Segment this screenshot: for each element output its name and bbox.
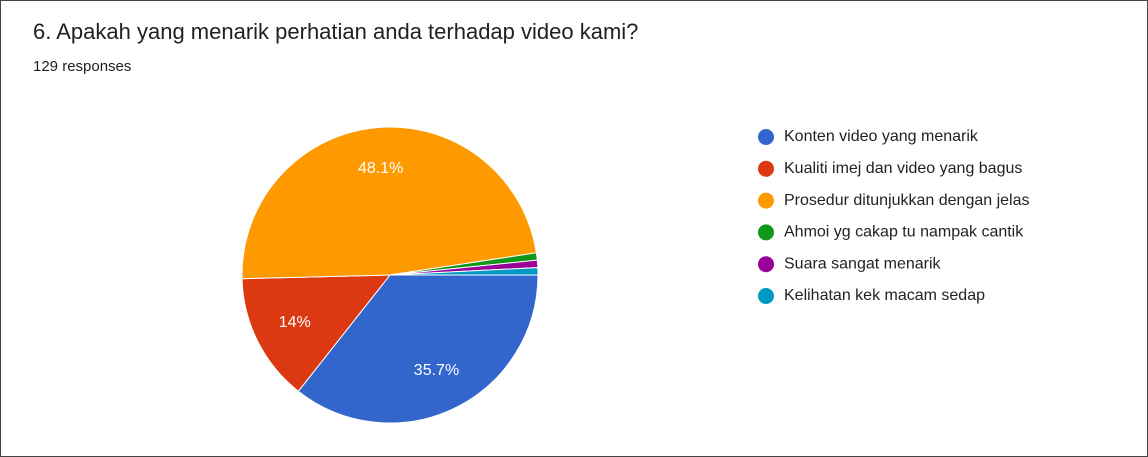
- legend-label: Prosedur ditunjukkan dengan jelas: [784, 192, 1030, 209]
- legend-label: Kualiti imej dan video yang bagus: [784, 160, 1022, 177]
- pie-slice: [297, 274, 539, 424]
- pie-slice: [389, 267, 539, 276]
- chart-subtitle: 129 responses: [33, 58, 131, 75]
- chart-title: 6. Apakah yang menarik perhatian anda te…: [33, 19, 638, 44]
- slice-label: 35.7%: [414, 362, 459, 379]
- slice-label: 14%: [279, 314, 311, 331]
- legend-swatch: [758, 160, 774, 177]
- legend-swatch: [758, 256, 774, 273]
- legend-swatch: [758, 288, 774, 304]
- legend-label: Suara sangat menarik: [784, 255, 942, 272]
- legend-swatch: [758, 192, 774, 209]
- legend-swatch: [758, 224, 774, 241]
- legend-label: Ahmoi yg cakap tu nampak cantik: [784, 224, 1024, 241]
- slice-label: 48.1%: [358, 160, 403, 177]
- legend-label: Konten video yang menarik: [784, 128, 979, 145]
- legend-swatch: [758, 129, 774, 145]
- pie-slice: [241, 274, 392, 392]
- pie-slice: [241, 126, 537, 280]
- legend-label: Kelihatan kek macam sedap: [784, 287, 985, 304]
